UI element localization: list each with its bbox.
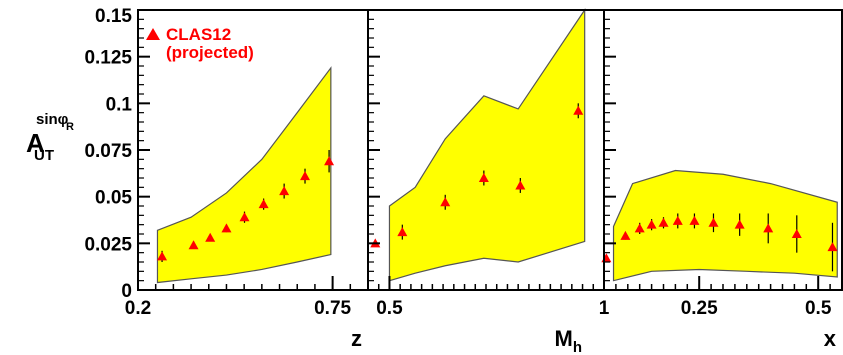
- x-axis-title: z: [351, 326, 362, 351]
- data-point: [734, 219, 745, 229]
- x-axis-title: Mh: [555, 326, 583, 355]
- y-tick-label: 0.075: [84, 141, 132, 162]
- y-tick-label: 0: [121, 281, 132, 302]
- data-point: [300, 171, 311, 181]
- y-tick-label: 0.15: [95, 6, 132, 27]
- y-axis-title: A UT sinφ R: [26, 111, 74, 164]
- systematic-band: [156, 66, 332, 284]
- data-point: [601, 253, 612, 263]
- data-point: [646, 219, 657, 229]
- data-point: [279, 186, 290, 196]
- data-point: [440, 197, 451, 207]
- data-point: [324, 156, 335, 166]
- data-point: [573, 105, 584, 115]
- y-axis-title-superscript-subscript: R: [66, 121, 74, 133]
- data-point: [791, 229, 802, 238]
- data-point: [634, 223, 645, 233]
- data-point: [827, 242, 838, 252]
- y-tick-label: 0.05: [95, 188, 132, 209]
- data-point: [620, 230, 631, 240]
- systematic-band: [612, 169, 838, 282]
- chart-panels: 0.2 0.75z 0.5 1 Mh 0.25 0.5 x: [125, 8, 843, 355]
- y-tick-label: 0.125: [84, 48, 132, 69]
- data-point: [708, 217, 719, 227]
- x-tick-label: 0.2: [125, 298, 151, 319]
- data-point: [658, 217, 669, 227]
- data-point: [763, 223, 774, 233]
- y-axis-title-subscript: UT: [34, 147, 54, 164]
- data-point: [397, 227, 408, 237]
- data-point: [239, 212, 250, 222]
- x-axis-title: x: [824, 326, 837, 351]
- data-point: [478, 173, 489, 182]
- x-tick-label: 0.25: [681, 298, 718, 319]
- data-point: [205, 232, 216, 242]
- legend-label-projected: (projected): [166, 43, 254, 62]
- y-axis-title-main: A: [26, 128, 45, 158]
- y-tick-label: 0.025: [84, 234, 132, 255]
- legend: CLAS12 (projected): [146, 25, 254, 62]
- y-tick-label: 0.1: [106, 94, 133, 115]
- legend-label-clas12: CLAS12: [166, 25, 231, 44]
- y-axis-title-superscript: sinφ: [36, 111, 69, 128]
- data-point: [689, 215, 700, 225]
- x-tick-label: 0.75: [314, 298, 351, 319]
- data-point: [258, 199, 269, 209]
- data-point: [188, 240, 199, 250]
- data-point: [157, 251, 168, 261]
- panel-3: 0.25 0.5 x: [601, 9, 843, 351]
- panel-2: 0.5 1 Mh: [367, 8, 610, 355]
- x-tick-label: 0.5: [805, 298, 832, 319]
- x-tick-label: 1: [599, 298, 610, 319]
- data-point: [515, 180, 526, 190]
- x-tick-label: 0.5: [376, 298, 403, 319]
- legend-marker-triangle: [146, 28, 160, 40]
- data-point: [221, 223, 232, 233]
- data-point: [672, 215, 683, 225]
- systematic-band: [388, 8, 586, 282]
- y-axis: 0 0.025 0.05 0.075 0.1 0.125 0.15: [84, 6, 132, 302]
